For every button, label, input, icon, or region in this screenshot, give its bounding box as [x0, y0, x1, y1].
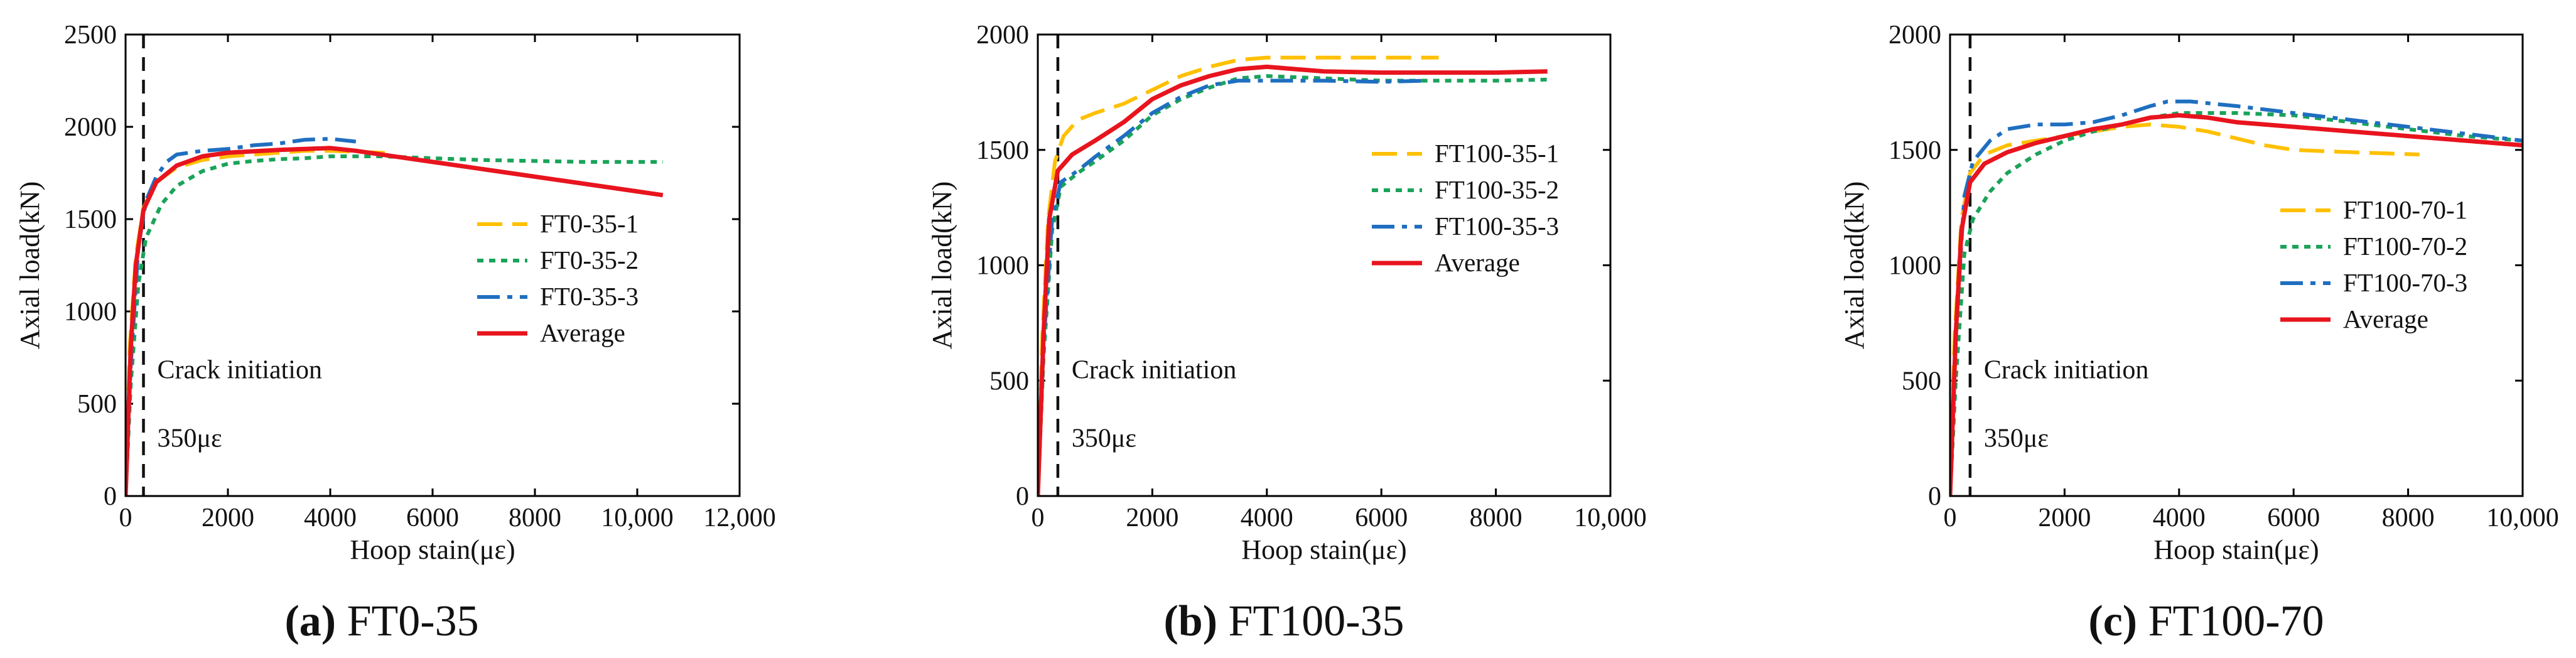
series-line-average: [126, 146, 664, 496]
legend-entry: FT100-35-1: [1435, 139, 1559, 168]
x-axis-label: Hoop stain(με): [1241, 534, 1406, 565]
legend-entry: Average: [540, 318, 625, 347]
x-axis-label: Hoop stain(με): [350, 534, 515, 565]
caption-name: FT100-35: [1217, 597, 1404, 645]
x-tick-label: 0: [1944, 504, 1957, 532]
series-line-ft100-70-3: [1950, 99, 2523, 496]
legend-entry: Average: [1435, 248, 1520, 277]
series-line-ft100-35-3: [1038, 78, 1428, 496]
chart-panel-b: 0 2000 4000 6000 8000 10,000 0 500 1000 1500 2000 C…: [927, 21, 1647, 645]
x-tick-label: 2000: [1126, 504, 1178, 532]
y-tick-label: 1500: [976, 136, 1029, 165]
x-tick-label: 0: [119, 504, 132, 532]
legend-entry: FT0-35-1: [540, 209, 639, 238]
crack-strain-label: 350με: [1984, 424, 2049, 453]
legend-entry: FT100-35-2: [1435, 175, 1559, 204]
y-tick-label: 1000: [64, 298, 117, 326]
x-axis-label: Hoop stain(με): [2153, 534, 2319, 565]
panel-caption: (b) FT100-35: [1163, 597, 1404, 645]
caption-name: FT0-35: [336, 597, 479, 645]
y-axis-label: Axial load(kN): [14, 181, 45, 350]
x-tick-label: 6000: [1355, 504, 1408, 532]
series-line-ft100-70-2: [1950, 111, 2523, 496]
x-tick-label: 4000: [2153, 504, 2206, 532]
x-tick-label: 8000: [1470, 504, 1522, 532]
panel-caption: (a) FT0-35: [284, 597, 478, 645]
crack-strain-label: 350με: [1072, 424, 1136, 453]
y-tick-label: 1500: [64, 205, 117, 234]
legend-entry: FT100-70-2: [2343, 232, 2467, 261]
x-tick-label: 8000: [509, 504, 561, 532]
caption-name: FT100-70: [2137, 597, 2324, 645]
plot-frame: [1949, 33, 2524, 497]
x-tick-label: 10,000: [2486, 504, 2559, 532]
x-tick-label: 10,000: [1574, 504, 1647, 532]
plot-frame: [124, 33, 741, 497]
x-tick-label: 8000: [2382, 504, 2435, 532]
y-tick-label: 1000: [1889, 252, 1941, 281]
legend-entry: FT0-35-3: [540, 282, 639, 311]
caption-letter: (c): [2088, 597, 2137, 645]
y-tick-label: 2000: [1889, 21, 1941, 50]
x-tick-label: 4000: [1241, 504, 1293, 532]
series-line-ft100-35-1: [1038, 55, 1439, 496]
x-tick-label: 6000: [2267, 504, 2320, 532]
y-tick-label: 500: [1902, 367, 1941, 396]
crack-strain-label: 350με: [158, 424, 222, 453]
y-tick-label: 1000: [976, 252, 1029, 281]
panel-caption: (c) FT100-70: [2088, 597, 2324, 645]
y-axis-label: Axial load(kN): [1839, 181, 1870, 350]
x-tick-label: 4000: [304, 504, 357, 532]
series-group: [1950, 99, 2523, 496]
y-tick-label: 0: [1016, 482, 1029, 511]
x-tick-label: 2000: [202, 504, 254, 532]
y-tick-label: 500: [77, 390, 117, 419]
plot-frame: [1037, 33, 1612, 497]
crack-initiation-label: Crack initiation: [158, 356, 322, 385]
series-line-average: [1950, 113, 2523, 496]
caption-letter: (a): [284, 597, 336, 645]
x-tick-label: 10,000: [601, 504, 674, 532]
x-tick-label: 6000: [406, 504, 459, 532]
y-tick-label: 1500: [1889, 136, 1941, 165]
chart-panel-a: 0 2000 4000 6000 8000 10,000 12,000 0 500 1000 150…: [14, 21, 776, 645]
legend-entry: FT100-35-3: [1435, 212, 1559, 240]
legend-entry: FT100-70-3: [2343, 268, 2467, 297]
legend-entry: Average: [2343, 305, 2428, 333]
x-tick-label: 0: [1032, 504, 1045, 532]
x-tick-label: 2000: [2038, 504, 2091, 532]
crack-initiation-label: Crack initiation: [1072, 356, 1236, 385]
series-group: [126, 137, 664, 496]
y-tick-label: 2500: [64, 21, 117, 50]
y-axis-label: Axial load(kN): [927, 181, 957, 350]
legend-entry: FT0-35-2: [540, 245, 639, 274]
x-tick-label: 12,000: [703, 504, 776, 532]
y-tick-label: 2000: [64, 113, 117, 142]
crack-initiation-label: Crack initiation: [1984, 356, 2148, 385]
y-tick-label: 2000: [976, 21, 1029, 50]
y-tick-label: 500: [989, 367, 1029, 396]
chart-panel-c: 0 2000 4000 6000 8000 10,000 0 500 1000 1500 2000 C…: [1839, 21, 2559, 645]
series-line-average: [1038, 64, 1548, 496]
y-tick-label: 0: [104, 482, 117, 511]
series-line-ft0-35-2: [126, 154, 663, 496]
series-group: [1038, 55, 1548, 496]
caption-letter: (b): [1163, 597, 1217, 645]
y-tick-label: 0: [1928, 482, 1941, 511]
legend-entry: FT100-70-1: [2343, 195, 2467, 224]
